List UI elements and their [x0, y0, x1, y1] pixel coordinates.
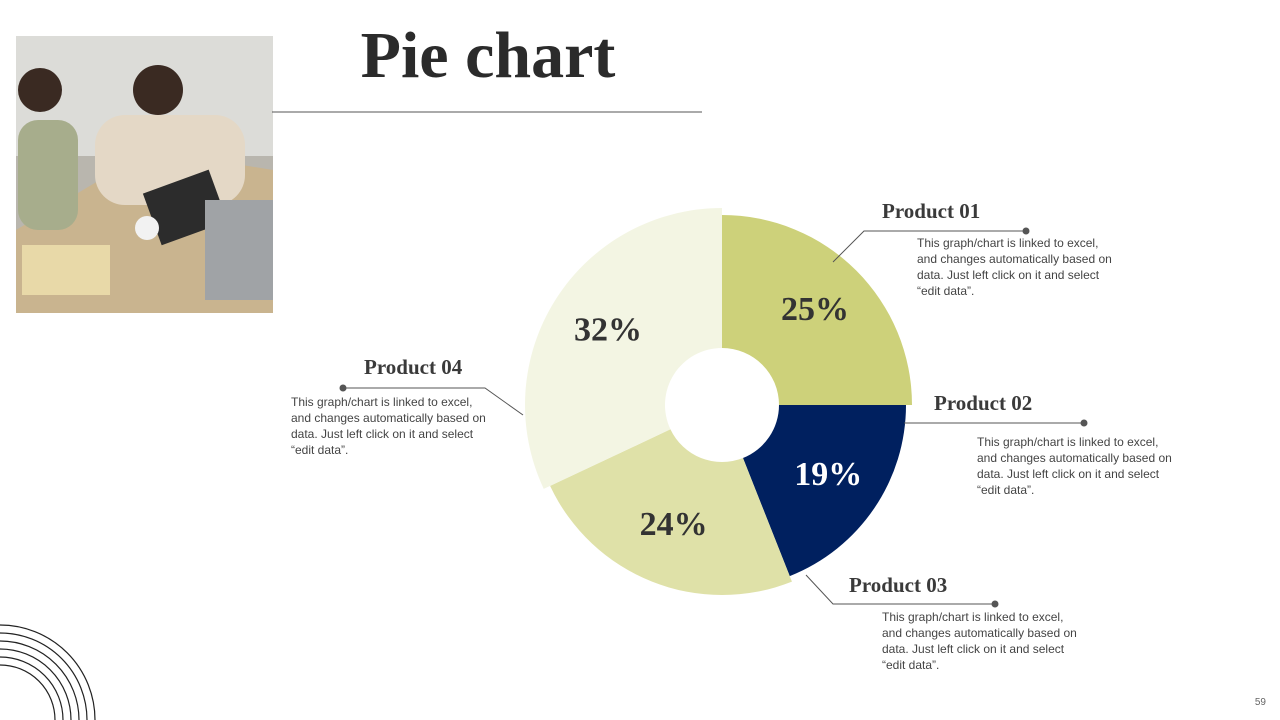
page-number: 59	[1254, 697, 1266, 708]
slice	[742, 405, 906, 577]
callout-line	[832, 230, 1026, 263]
value-label: 25%	[781, 291, 849, 328]
slice	[525, 208, 722, 489]
callout-dot	[1080, 419, 1088, 427]
description: This graph/chart is linked to excel, and…	[917, 236, 1112, 298]
slice	[722, 215, 912, 405]
category-label: Product 04	[364, 355, 463, 379]
category-label: Product 02	[934, 391, 1032, 415]
title: Pie chart	[361, 19, 616, 92]
callout-line	[805, 574, 995, 605]
decor-arcs	[0, 624, 96, 720]
callout-dot	[1022, 227, 1030, 235]
callout-dot	[991, 600, 999, 608]
callout-line	[343, 387, 524, 416]
value-label: 24%	[640, 506, 708, 543]
description: This graph/chart is linked to excel, and…	[977, 435, 1172, 497]
callout-dot	[339, 384, 347, 392]
description: This graph/chart is linked to excel, and…	[882, 610, 1077, 672]
category-label: Product 03	[849, 573, 947, 597]
value-label: 32%	[574, 311, 642, 348]
description: This graph/chart is linked to excel, and…	[291, 395, 486, 457]
slice	[550, 429, 792, 596]
pie: 25% 19% 24% 32%	[525, 208, 912, 596]
value-label: 19%	[794, 456, 862, 493]
category-label: Product 01	[882, 199, 980, 223]
photo	[16, 36, 273, 313]
